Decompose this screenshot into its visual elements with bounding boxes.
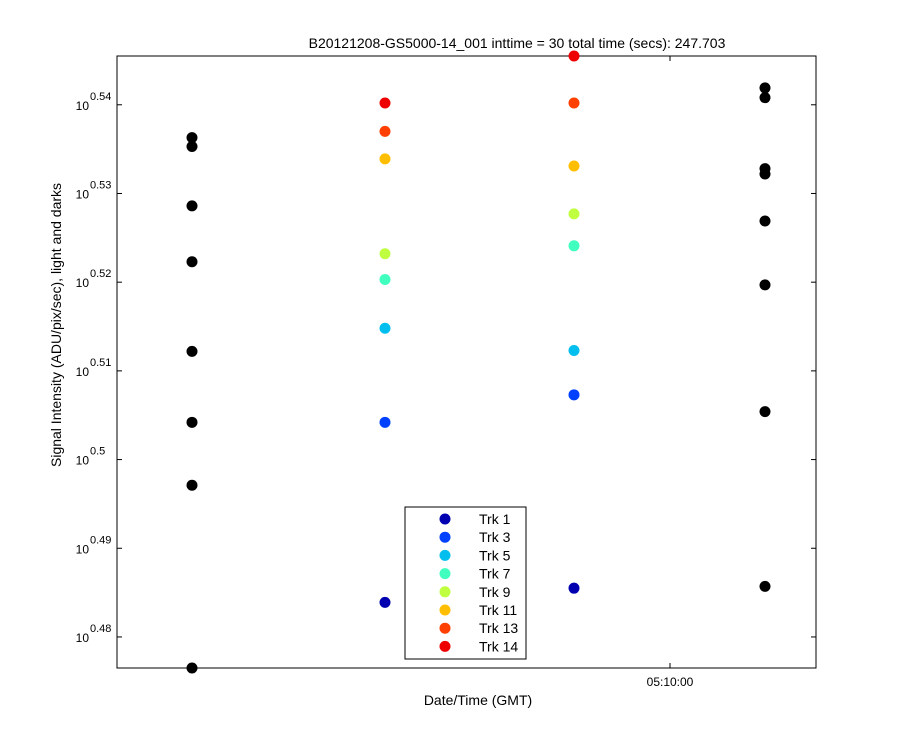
point-dark [186, 140, 198, 152]
legend-marker [439, 531, 451, 543]
point-dark [759, 82, 771, 94]
point-trk-9 [379, 248, 391, 260]
point-dark [186, 132, 198, 144]
y-tick-base: 10 [76, 365, 90, 379]
y-tick-label: 0.49 [90, 534, 111, 546]
point-trk-7 [568, 240, 580, 252]
point-dark [759, 279, 771, 291]
point-trk-1 [568, 582, 580, 594]
point-dark [186, 416, 198, 428]
legend-marker [439, 549, 451, 561]
point-trk-1 [379, 596, 391, 608]
point-trk-13 [568, 97, 580, 109]
y-axis-label: Signal Intensity (ADU/pix/sec), light an… [48, 183, 64, 467]
x-tick-label: 05:10:00 [647, 675, 694, 689]
legend-label: Trk 13 [479, 620, 518, 636]
point-trk-7 [379, 274, 391, 286]
legend-label: Trk 1 [479, 511, 511, 527]
point-dark [759, 215, 771, 227]
y-tick-base: 10 [76, 187, 90, 201]
point-trk-3 [379, 416, 391, 428]
legend-marker [439, 568, 451, 580]
point-dark [759, 92, 771, 104]
point-trk-3 [568, 389, 580, 401]
legend: Trk 1 Trk 3 Trk 5 Trk 7 Trk 9 Trk 11 Trk 13 Trk… [404, 506, 527, 660]
legend-marker [439, 586, 451, 598]
point-trk-14 [568, 50, 580, 62]
point-dark [186, 662, 198, 674]
y-tick-base: 10 [76, 454, 90, 468]
chart-title: B20121208-GS5000-14_001 inttime = 30 tot… [309, 35, 726, 51]
x-axis-label: Date/Time (GMT) [424, 692, 532, 708]
y-tick-label: 0.51 [90, 357, 111, 369]
x-axis: 05:10:00 [647, 56, 694, 689]
y-tick-base: 10 [76, 631, 90, 645]
legend-label: Trk 9 [479, 584, 511, 600]
point-dark [186, 479, 198, 491]
point-trk-13 [379, 125, 391, 137]
point-dark [186, 256, 198, 268]
point-trk-9 [568, 208, 580, 220]
point-dark [759, 580, 771, 592]
y-tick-label: 0.54 [90, 91, 111, 103]
point-dark [186, 200, 198, 212]
y-tick-base: 10 [76, 276, 90, 290]
legend-label: Trk 7 [479, 566, 511, 582]
legend-marker [439, 622, 451, 634]
point-trk-14 [379, 97, 391, 109]
legend-label: Trk 5 [479, 547, 511, 563]
legend-label: Trk 3 [479, 529, 511, 545]
y-tick-label: 0.52 [90, 268, 111, 280]
point-dark [759, 168, 771, 180]
legend-marker [439, 513, 451, 525]
point-trk-11 [379, 153, 391, 165]
point-trk-5 [568, 344, 580, 356]
y-axis: 100.48100.49100.5100.51100.52100.53100.5… [76, 91, 816, 645]
y-tick-label: 0.48 [90, 623, 111, 635]
legend-label: Trk 11 [479, 602, 517, 618]
point-dark [759, 406, 771, 418]
point-dark [186, 345, 198, 357]
point-trk-5 [379, 322, 391, 334]
legend-marker [439, 604, 451, 616]
legend-marker [439, 640, 451, 652]
data-points [186, 50, 771, 674]
legend-box [404, 506, 527, 660]
point-trk-11 [568, 160, 580, 172]
y-tick-base: 10 [76, 542, 90, 556]
y-tick-label: 0.53 [90, 179, 111, 191]
y-tick-label: 0.5 [90, 446, 105, 458]
y-tick-base: 10 [76, 99, 90, 113]
legend-label: Trk 14 [479, 638, 518, 654]
